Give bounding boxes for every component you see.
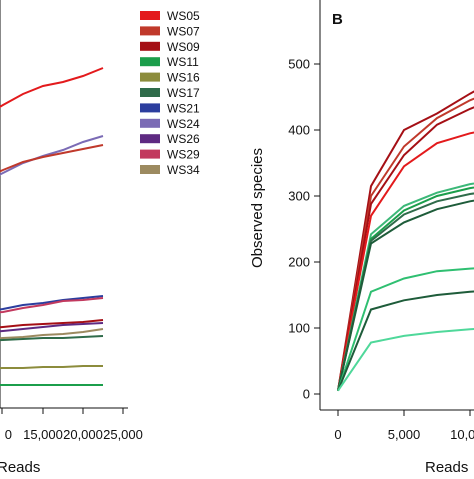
panel-b-series-8 [337,199,474,391]
panel-b-y-tick-label: 500 [288,57,310,72]
legend-label-ws17: WS17 [167,86,200,100]
legend-label-ws24: WS24 [167,117,200,131]
legend-swatch-ws26 [140,134,160,144]
panel-b-series-9 [337,267,474,392]
legend-swatch-ws07 [140,26,160,36]
panel-b-x-tick-label: 10,000 [450,427,474,442]
panel-a-series-ws21 [0,295,104,311]
panel-a-series-ws07 [0,144,104,173]
legend-label-ws29: WS29 [167,148,200,162]
panel-b-series-1 [337,90,474,391]
legend-label-ws34: WS34 [167,163,200,177]
legend-swatch-ws11 [140,57,160,67]
panel-b-x-tick-label: 5,000 [388,427,421,442]
panel-b-y-axis-title: Observed species [249,148,266,268]
panel-b-series-10 [337,290,474,392]
panel-a-x-tick-label: 0 [5,427,12,442]
panel-a-x-axis-title: Reads [0,459,40,474]
legend-label-ws26: WS26 [167,132,200,146]
legend-label-ws11: WS11 [167,55,199,69]
panel-b-series-5 [337,182,474,391]
panel-b-series-11 [337,328,474,392]
panel-a-series-ws16 [0,365,103,370]
panel-a-series-ws09 [0,319,104,329]
panel-b-series-6 [337,186,474,391]
panel-a-x-tick-label: 20,000 [63,427,103,442]
legend-swatch-ws34 [140,165,160,174]
legend-label-ws05: WS05 [167,9,200,23]
legend-swatch-ws16 [140,72,160,82]
legend-swatch-ws05 [140,11,160,20]
panel-b-series-3 [337,106,474,391]
legend-label-ws16: WS16 [167,71,200,85]
panel-a-series-ws05 [0,67,104,108]
panel-a-series-ws26 [0,322,104,333]
panel-a-series-ws34 [0,328,104,340]
legend-swatch-ws21 [140,103,160,113]
panel-b-y-tick-label: 100 [288,321,310,336]
panel-b-y-tick-label: 0 [303,387,310,402]
legend-label-ws09: WS09 [167,40,200,54]
legend-swatch-ws09 [140,41,160,51]
panel-b-x-axis-title: Reads [425,459,468,474]
legend-label-ws07: WS07 [167,24,200,38]
panel-b-y-tick-label: 400 [288,123,310,138]
legend-swatch-ws24 [140,118,160,128]
panel-b-y-tick-label: 200 [288,255,310,270]
panel-b-series-2 [337,97,474,391]
legend-swatch-ws17 [140,88,160,97]
panel-b-y-tick-label: 300 [288,189,310,204]
panel-b-series-4 [337,131,474,391]
panel-a-series-ws29 [0,297,104,314]
panel-a-series-ws24 [0,135,104,176]
panel-b-letter: B [332,11,343,28]
panel-a-x-tick-label: 25,000 [103,427,143,442]
panel-b-x-tick-label: 0 [334,427,341,442]
panel-a: 0 15,000 20,000 25,000 Reads [0,0,143,476]
legend-label-ws21: WS21 [167,101,200,115]
panel-b-series-7 [337,192,474,391]
panel-a-series-ws17 [0,335,104,342]
panel-a-x-tick-label: 15,000 [23,427,63,442]
legend-swatch-ws29 [140,149,160,159]
